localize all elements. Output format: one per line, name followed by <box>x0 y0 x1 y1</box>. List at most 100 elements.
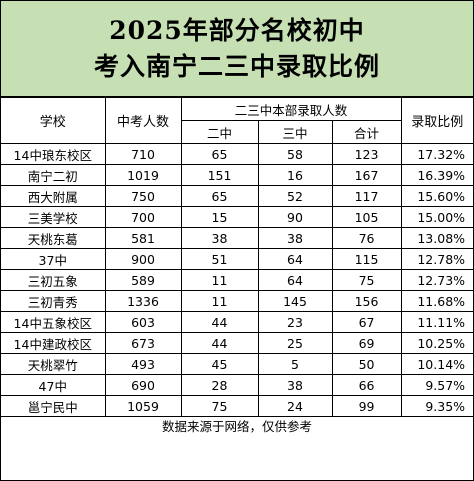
cell-school: 天桃东葛 <box>1 227 106 249</box>
cell-total: 50 <box>331 353 402 375</box>
table-row: 三初五象 589 11 64 75 12.73% <box>1 269 474 291</box>
cell-er-zhong: 65 <box>180 185 259 207</box>
cell-school: 14中琅东校区 <box>1 143 106 165</box>
cell-exam-count: 710 <box>104 143 182 165</box>
header-total: 合计 <box>331 120 402 144</box>
cell-exam-count: 493 <box>104 353 182 375</box>
table-row: 天桃东葛 581 38 38 76 13.08% <box>1 227 474 249</box>
cell-san-zhong: 38 <box>257 374 333 396</box>
cell-san-zhong: 90 <box>257 206 333 228</box>
cell-exam-count: 900 <box>104 248 182 270</box>
cell-ratio: 10.25% <box>400 332 474 354</box>
cell-san-zhong: 64 <box>257 248 333 270</box>
cell-ratio: 11.11% <box>400 311 474 333</box>
footer-note: 数据来源于网络，仅供参考 <box>161 419 312 434</box>
table-row: 邕宁民中 1059 75 24 99 9.35% <box>1 395 474 417</box>
cell-total: 69 <box>331 332 402 354</box>
cell-san-zhong: 16 <box>257 164 333 186</box>
cell-er-zhong: 75 <box>180 395 259 417</box>
cell-exam-count: 581 <box>104 227 182 249</box>
header-san-zhong: 三中 <box>257 120 333 144</box>
cell-total: 115 <box>331 248 402 270</box>
cell-san-zhong: 64 <box>257 269 333 291</box>
cell-total: 75 <box>331 269 402 291</box>
table-row: 37中 900 51 64 115 12.78% <box>1 248 474 270</box>
cell-ratio: 12.78% <box>400 248 474 270</box>
cell-san-zhong: 58 <box>257 143 333 165</box>
cell-san-zhong: 23 <box>257 311 333 333</box>
cell-exam-count: 700 <box>104 206 182 228</box>
cell-school: 三初青秀 <box>1 290 106 312</box>
cell-exam-count: 1336 <box>104 290 182 312</box>
admission-table: 学校 中考人数 二三中本部录取人数 录取比例 二中 三中 合计 14中琅东校区 7… <box>1 97 474 417</box>
cell-total: 167 <box>331 164 402 186</box>
table-row: 三初青秀 1336 11 145 156 11.68% <box>1 290 474 312</box>
cell-san-zhong: 145 <box>257 290 333 312</box>
cell-school: 14中建政校区 <box>1 332 106 354</box>
cell-exam-count: 690 <box>104 374 182 396</box>
cell-er-zhong: 15 <box>180 206 259 228</box>
cell-school: 西大附属 <box>1 185 106 207</box>
table-row: 14中琅东校区 710 65 58 123 17.32% <box>1 143 474 165</box>
title-line-2: 考入南宁二三中录取比例 <box>93 51 380 81</box>
cell-school: 37中 <box>1 248 106 270</box>
table-row: 南宁二初 1019 151 16 167 16.39% <box>1 164 474 186</box>
cell-exam-count: 1019 <box>104 164 182 186</box>
cell-total: 105 <box>331 206 402 228</box>
cell-er-zhong: 11 <box>180 269 259 291</box>
cell-san-zhong: 38 <box>257 227 333 249</box>
cell-school: 47中 <box>1 374 106 396</box>
table-row: 47中 690 28 38 66 9.57% <box>1 374 474 396</box>
cell-ratio: 12.73% <box>400 269 474 291</box>
cell-ratio: 13.08% <box>400 227 474 249</box>
cell-school: 邕宁民中 <box>1 395 106 417</box>
header-er-zhong: 二中 <box>181 120 259 144</box>
cell-total: 117 <box>331 185 402 207</box>
cell-exam-count: 589 <box>104 269 182 291</box>
cell-ratio: 9.57% <box>400 374 474 396</box>
table-row: 14中五象校区 603 44 23 67 11.11% <box>1 311 474 333</box>
cell-school: 南宁二初 <box>1 164 106 186</box>
header-admission-group: 二三中本部录取人数 <box>180 97 402 121</box>
cell-er-zhong: 44 <box>180 311 259 333</box>
cell-school: 14中五象校区 <box>1 311 106 333</box>
cell-san-zhong: 5 <box>257 353 333 375</box>
cell-er-zhong: 38 <box>180 227 259 249</box>
cell-ratio: 11.68% <box>400 290 474 312</box>
cell-er-zhong: 44 <box>180 332 259 354</box>
table-row: 天桃翠竹 493 45 5 50 10.14% <box>1 353 474 375</box>
cell-school: 三美学校 <box>1 206 106 228</box>
cell-er-zhong: 151 <box>180 164 259 186</box>
header-ratio: 录取比例 <box>400 97 474 144</box>
cell-school: 天桃翠竹 <box>1 353 106 375</box>
table-row: 14中建政校区 673 44 25 69 10.25% <box>1 332 474 354</box>
cell-ratio: 17.32% <box>400 143 474 165</box>
cell-san-zhong: 25 <box>257 332 333 354</box>
cell-exam-count: 673 <box>104 332 182 354</box>
cell-er-zhong: 51 <box>180 248 259 270</box>
cell-total: 76 <box>331 227 402 249</box>
cell-total: 66 <box>331 374 402 396</box>
cell-san-zhong: 24 <box>257 395 333 417</box>
header-exam-count: 中考人数 <box>104 97 182 144</box>
cell-er-zhong: 11 <box>180 290 259 312</box>
cell-total: 123 <box>331 143 402 165</box>
cell-san-zhong: 52 <box>257 185 333 207</box>
table-row: 西大附属 750 65 52 117 15.60% <box>1 185 474 207</box>
cell-exam-count: 603 <box>104 311 182 333</box>
title-banner: 2025年部分名校初中 考入南宁二三中录取比例 <box>1 1 473 97</box>
title-line-1: 2025年部分名校初中 <box>109 15 365 45</box>
cell-ratio: 9.35% <box>400 395 474 417</box>
cell-ratio: 15.00% <box>400 206 474 228</box>
cell-ratio: 16.39% <box>400 164 474 186</box>
table-row: 三美学校 700 15 90 105 15.00% <box>1 206 474 228</box>
cell-total: 99 <box>331 395 402 417</box>
cell-er-zhong: 45 <box>180 353 259 375</box>
cell-total: 156 <box>331 290 402 312</box>
cell-school: 三初五象 <box>1 269 106 291</box>
cell-er-zhong: 28 <box>180 374 259 396</box>
cell-er-zhong: 65 <box>180 143 259 165</box>
header-school: 学校 <box>1 97 106 144</box>
cell-exam-count: 750 <box>104 185 182 207</box>
